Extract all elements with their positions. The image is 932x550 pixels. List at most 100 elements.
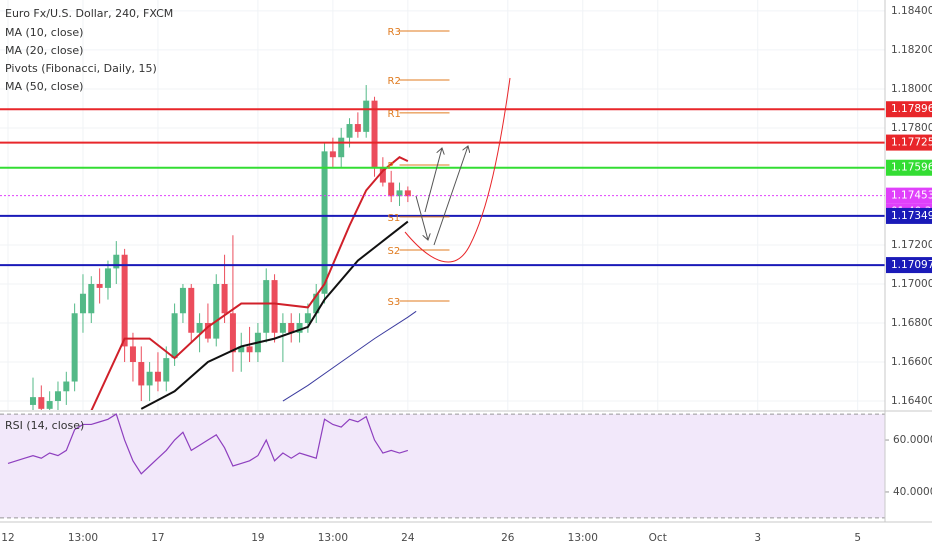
price-label: 1.17725 xyxy=(891,137,932,149)
candle-body xyxy=(279,323,286,333)
arrow xyxy=(415,195,428,240)
candle-body xyxy=(204,323,211,339)
legend-entry: MA (10, close) xyxy=(5,26,83,39)
candle-body xyxy=(29,397,36,405)
y-tick-label: 40.0000 xyxy=(893,486,932,498)
candle-body xyxy=(404,190,411,197)
candle-body xyxy=(129,346,136,363)
projection-curve xyxy=(404,77,511,263)
pivot-label: S1 xyxy=(388,213,401,224)
y-tick-label: 1.18200 xyxy=(891,44,932,56)
legend-entry: Pivots (Fibonacci, Daily, 15) xyxy=(5,62,157,75)
y-tick-label: 1.16400 xyxy=(891,395,932,407)
candle-body xyxy=(229,313,236,353)
candle-body xyxy=(46,401,53,409)
annotations xyxy=(404,77,511,263)
candle-body xyxy=(79,293,86,314)
x-tick-label: 13:00 xyxy=(568,532,598,544)
candle-body xyxy=(188,287,195,333)
candle-body xyxy=(71,313,78,382)
candle-body xyxy=(246,346,253,353)
y-tick-label: 1.16800 xyxy=(891,317,932,329)
candle-body xyxy=(304,313,311,324)
pivot-label: R1 xyxy=(388,109,401,120)
rsi-pane xyxy=(0,413,889,519)
candle-body xyxy=(104,268,111,288)
price-label-box xyxy=(886,159,932,176)
candle-body xyxy=(88,283,95,314)
candle-body xyxy=(313,293,320,314)
candle-body xyxy=(388,182,395,197)
chart-title: Euro Fx/U.S. Dollar, 240, FXCM xyxy=(5,7,173,20)
ma-line xyxy=(140,220,409,410)
candle-body xyxy=(321,151,328,294)
price-label: 1.17896 xyxy=(891,103,932,115)
candle-body xyxy=(238,346,245,353)
rsi-band xyxy=(0,414,885,518)
candle-body xyxy=(288,323,295,333)
price-label-box xyxy=(886,134,932,151)
legend-entry: MA (20, close) xyxy=(5,44,83,57)
price-label: 1.17453 xyxy=(891,190,932,202)
price-label: 1.17349 xyxy=(891,210,932,222)
y-tick-label: 1.16600 xyxy=(891,356,932,368)
candle-body xyxy=(221,283,228,314)
price-label-box xyxy=(886,187,932,204)
candle-body xyxy=(296,323,303,333)
candle-body xyxy=(113,254,120,269)
legend-entry: RSI (14, close) xyxy=(5,419,84,432)
y-tick-label: 60.0000 xyxy=(893,434,932,446)
ma-line xyxy=(282,310,417,402)
x-tick-label: 13:00 xyxy=(68,532,98,544)
x-tick-label: Oct xyxy=(649,532,667,544)
candle-body xyxy=(213,283,220,339)
y-tick-label: 1.18400 xyxy=(891,5,932,17)
x-tick-label: 13:00 xyxy=(318,532,348,544)
price-label-box xyxy=(886,101,932,118)
pivot-label: R2 xyxy=(388,76,401,87)
candle-body xyxy=(271,280,278,333)
candle-body xyxy=(363,100,370,132)
price-label: 1.17097 xyxy=(891,259,932,271)
x-tick-label: 19 xyxy=(251,532,264,544)
candle-body xyxy=(154,371,161,382)
candle-body xyxy=(179,287,186,314)
candle-body xyxy=(54,391,61,402)
price-label-box xyxy=(886,207,932,224)
arrow xyxy=(433,146,468,246)
candle-body xyxy=(196,323,203,333)
pivot-label: S2 xyxy=(388,246,401,257)
price-label-box xyxy=(886,257,932,274)
candle-body xyxy=(171,313,178,359)
x-tick-label: 17 xyxy=(151,532,164,544)
x-tick-label: 26 xyxy=(501,532,515,544)
price-label: 1.17596 xyxy=(891,162,932,174)
candle-body xyxy=(121,254,128,347)
candle-body xyxy=(379,166,386,183)
x-tick-label: 12 xyxy=(1,532,14,544)
axes: 1.18400 1.18200 1.18000 1.17800 1.17200 1.170… xyxy=(1,5,932,544)
rsi-line xyxy=(7,413,409,475)
y-tick-label: 1.18000 xyxy=(891,83,932,95)
candle-body xyxy=(329,151,336,158)
pivot-label: S3 xyxy=(388,297,401,308)
candle-body xyxy=(263,280,270,333)
candle-body xyxy=(63,381,70,392)
pivot-label: P xyxy=(388,161,394,172)
pivot-label: R3 xyxy=(388,27,401,38)
y-tick-label: 1.17800 xyxy=(891,122,932,134)
candle-body xyxy=(96,283,103,288)
candle-body xyxy=(163,358,170,382)
x-tick-label: 24 xyxy=(401,532,415,544)
x-tick-label: 3 xyxy=(754,532,761,544)
candle-body xyxy=(338,137,345,158)
candle-body xyxy=(138,362,145,386)
candle-body xyxy=(371,100,378,167)
arrow xyxy=(424,148,442,213)
candle-body xyxy=(346,124,353,138)
candle-body xyxy=(38,397,45,409)
y-tick-label: 1.17200 xyxy=(891,239,932,251)
price-pane: R3 R2 R1 P S1 S2 S3 xyxy=(0,0,885,410)
candle-body xyxy=(146,371,153,386)
